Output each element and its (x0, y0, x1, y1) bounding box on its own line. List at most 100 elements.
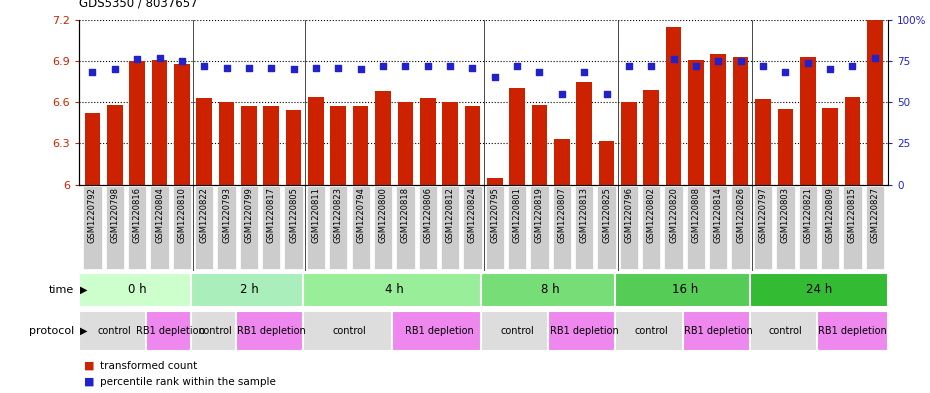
Bar (235, 311, 307, 351)
Bar (174, 64, 190, 185)
Point (577, 69, 591, 75)
Text: ■: ■ (84, 361, 94, 371)
Bar (510, 88, 525, 185)
Text: GSM1220796: GSM1220796 (624, 187, 633, 243)
Text: GSM1220817: GSM1220817 (267, 187, 276, 243)
Bar (711, 54, 726, 185)
Bar (800, 57, 816, 185)
Text: GSM1220795: GSM1220795 (490, 187, 499, 243)
Point (309, 64, 324, 71)
Text: 0 h: 0 h (127, 283, 146, 296)
Text: 24 h: 24 h (805, 283, 832, 296)
Bar (867, 20, 883, 185)
FancyBboxPatch shape (441, 186, 459, 270)
Text: control: control (634, 326, 668, 336)
Text: GSM1220821: GSM1220821 (804, 187, 812, 243)
Point (376, 63, 391, 69)
FancyBboxPatch shape (352, 186, 370, 270)
FancyBboxPatch shape (418, 186, 437, 270)
FancyBboxPatch shape (844, 186, 861, 270)
Text: GSM1220815: GSM1220815 (848, 187, 857, 243)
Text: RB1 depletion: RB1 depletion (237, 326, 306, 336)
Text: control: control (98, 326, 132, 336)
FancyBboxPatch shape (597, 186, 616, 270)
Bar (392, 311, 485, 351)
Text: GSM1220798: GSM1220798 (111, 187, 119, 243)
Bar (375, 91, 391, 185)
Bar (577, 82, 592, 185)
Text: GDS5350 / 8037657: GDS5350 / 8037657 (79, 0, 198, 10)
Point (107, 66, 122, 72)
Bar (733, 57, 749, 185)
Bar (844, 97, 860, 185)
Bar (352, 106, 368, 185)
Point (510, 63, 525, 69)
Text: GSM1220812: GSM1220812 (445, 187, 455, 243)
Bar (750, 273, 888, 307)
Text: GSM1220822: GSM1220822 (200, 187, 208, 243)
Bar (263, 106, 279, 185)
Bar (482, 273, 620, 307)
Bar (822, 108, 838, 185)
Bar (302, 273, 485, 307)
Point (532, 69, 547, 75)
Point (465, 64, 480, 71)
Point (599, 91, 614, 97)
Point (331, 64, 346, 71)
Text: protocol: protocol (29, 326, 74, 336)
Text: GSM1220801: GSM1220801 (512, 187, 522, 243)
FancyBboxPatch shape (575, 186, 593, 270)
Text: RB1 depletion: RB1 depletion (405, 326, 473, 336)
Bar (107, 105, 123, 185)
Text: 4 h: 4 h (385, 283, 404, 296)
Text: GSM1220793: GSM1220793 (222, 187, 231, 243)
Point (845, 63, 860, 69)
Point (353, 66, 368, 72)
Bar (683, 311, 754, 351)
Text: GSM1220813: GSM1220813 (579, 187, 589, 243)
Text: ▶: ▶ (80, 285, 87, 295)
FancyBboxPatch shape (173, 186, 191, 270)
Text: GSM1220826: GSM1220826 (737, 187, 745, 243)
Text: GSM1220800: GSM1220800 (379, 187, 388, 243)
FancyBboxPatch shape (195, 186, 213, 270)
FancyBboxPatch shape (777, 186, 794, 270)
Bar (146, 311, 195, 351)
Point (868, 55, 883, 61)
Text: ▶: ▶ (80, 326, 87, 336)
Point (264, 64, 279, 71)
Point (242, 64, 257, 71)
FancyBboxPatch shape (240, 186, 259, 270)
Bar (443, 102, 458, 185)
Point (823, 66, 838, 72)
Bar (616, 311, 687, 351)
Point (688, 63, 703, 69)
Text: GSM1220816: GSM1220816 (133, 187, 141, 243)
FancyBboxPatch shape (151, 186, 168, 270)
Bar (616, 273, 754, 307)
Text: percentile rank within the sample: percentile rank within the sample (100, 377, 276, 387)
Point (644, 63, 658, 69)
Text: GSM1220807: GSM1220807 (557, 187, 566, 243)
FancyBboxPatch shape (463, 186, 482, 270)
Bar (302, 311, 396, 351)
FancyBboxPatch shape (329, 186, 348, 270)
Bar (129, 61, 145, 185)
Bar (621, 102, 637, 185)
Text: RB1 depletion: RB1 depletion (684, 326, 752, 336)
Bar (644, 90, 659, 185)
Point (398, 63, 413, 69)
Point (129, 56, 144, 62)
FancyBboxPatch shape (485, 186, 504, 270)
Bar (152, 60, 167, 185)
Text: GSM1220799: GSM1220799 (245, 187, 253, 243)
Bar (599, 141, 615, 185)
Bar (286, 110, 301, 185)
Text: GSM1220809: GSM1220809 (826, 187, 834, 243)
Text: RB1 depletion: RB1 depletion (818, 326, 887, 336)
Text: control: control (768, 326, 803, 336)
Bar (777, 109, 793, 185)
Bar (241, 106, 257, 185)
Bar (420, 98, 435, 185)
FancyBboxPatch shape (84, 186, 101, 270)
